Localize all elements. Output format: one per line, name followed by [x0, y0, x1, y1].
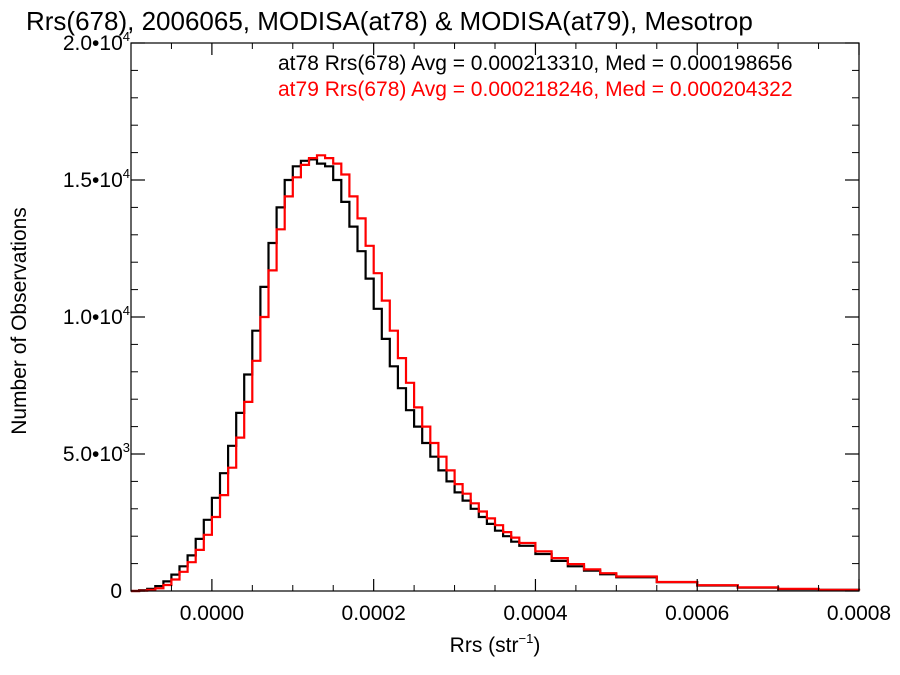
- chart-title: Rrs(678), 2006065, MODISA(at78) & MODISA…: [26, 6, 753, 36]
- plot-frame: [130, 42, 860, 592]
- x-tick-label: 0.0000: [180, 602, 244, 625]
- x-axis-label-superscript: −1: [519, 631, 534, 646]
- x-axis-label: Rrs (str−1): [450, 631, 541, 657]
- y-tick-label: 5.0•103: [63, 440, 130, 466]
- x-axis-label-end: ): [533, 634, 540, 657]
- x-tick-label: 0.0002: [342, 602, 406, 625]
- series-2-line: [131, 154, 861, 593]
- x-axis-label-base: Rrs (str: [450, 634, 519, 657]
- y-tick-label: 2.0•104: [63, 29, 130, 55]
- y-axis-label: Number of Observations: [8, 207, 31, 435]
- tick-layer: 0.0000 0.0002 0.0004 0.0006 0.0008 0 5.0•103 1.…: [63, 29, 891, 625]
- series-layer: [131, 154, 861, 593]
- series-1-line: [131, 158, 861, 593]
- x-tick-label: 0.0008: [827, 602, 891, 625]
- x-tick-label: 0.0004: [503, 602, 568, 625]
- y-tick-label: 0: [110, 580, 122, 603]
- annotation-2: at79 Rrs(678) Avg = 0.000218246, Med = 0…: [278, 78, 793, 101]
- y-tick-label: 1.5•104: [63, 166, 130, 192]
- y-tick-label: 1.0•104: [63, 303, 130, 329]
- x-tick-label: 0.0006: [665, 602, 729, 625]
- annotation-layer: at78 Rrs(678) Avg = 0.000213310, Med = 0…: [278, 52, 793, 101]
- annotation-1: at78 Rrs(678) Avg = 0.000213310, Med = 0…: [278, 52, 793, 75]
